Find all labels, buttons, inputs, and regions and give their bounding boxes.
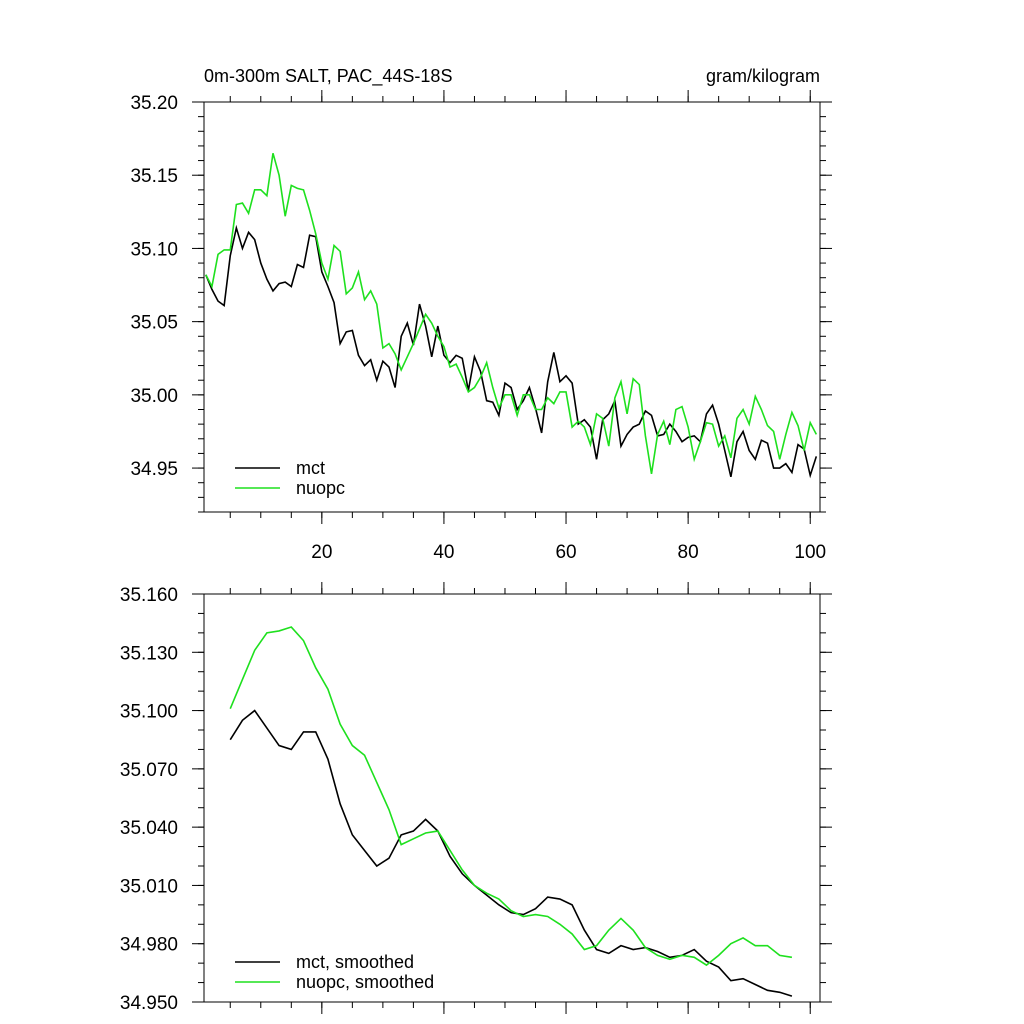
series-line bbox=[205, 224, 818, 479]
units-label: gram/kilogram bbox=[706, 66, 820, 86]
y-tick-label: 34.980 bbox=[120, 935, 178, 956]
series-line bbox=[229, 626, 793, 967]
y-tick-label: 34.95 bbox=[130, 459, 178, 480]
x-tick-label: 100 bbox=[794, 542, 826, 563]
x-tick-label: 40 bbox=[433, 542, 454, 563]
legend-label: nuopc bbox=[296, 478, 345, 498]
legend-label: mct bbox=[296, 458, 325, 478]
plot-frame bbox=[203, 593, 821, 1003]
chart-title: 0m-300m SALT, PAC_44S-18S bbox=[204, 66, 452, 87]
legend-label: nuopc, smoothed bbox=[296, 972, 434, 992]
y-tick-label: 35.130 bbox=[120, 643, 178, 664]
y-tick-label: 35.160 bbox=[120, 585, 178, 606]
y-tick-label: 35.070 bbox=[120, 760, 178, 781]
y-tick-label: 35.20 bbox=[130, 93, 178, 114]
x-tick-label: 20 bbox=[311, 542, 332, 563]
series-line bbox=[229, 709, 793, 997]
y-tick-label: 35.010 bbox=[120, 876, 178, 897]
legend-label: mct, smoothed bbox=[296, 952, 414, 972]
y-tick-label: 34.950 bbox=[120, 993, 178, 1014]
y-tick-label: 35.15 bbox=[130, 166, 178, 187]
y-tick-label: 35.040 bbox=[120, 818, 178, 839]
series-line bbox=[205, 153, 818, 475]
y-tick-label: 35.100 bbox=[120, 702, 178, 723]
y-tick-label: 35.10 bbox=[130, 239, 178, 260]
x-tick-label: 60 bbox=[555, 542, 576, 563]
plot-frame bbox=[203, 101, 821, 513]
x-tick-label: 80 bbox=[678, 542, 699, 563]
y-tick-label: 35.00 bbox=[130, 386, 178, 407]
y-tick-label: 35.05 bbox=[130, 313, 178, 334]
